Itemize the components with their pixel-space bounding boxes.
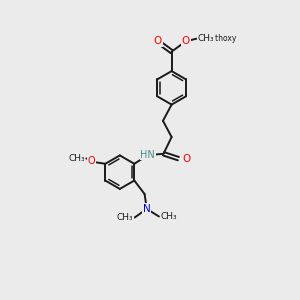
Text: CH₃: CH₃ xyxy=(68,154,85,163)
Text: CH₃: CH₃ xyxy=(160,212,177,221)
Text: O: O xyxy=(182,154,191,164)
Text: HN: HN xyxy=(140,150,155,160)
Text: methoxy: methoxy xyxy=(203,34,237,43)
Text: CH₃: CH₃ xyxy=(117,213,133,222)
Text: O: O xyxy=(182,36,190,46)
Text: O: O xyxy=(153,36,162,46)
Text: N: N xyxy=(143,204,151,214)
Text: CH₃: CH₃ xyxy=(198,34,214,43)
Text: O: O xyxy=(87,156,95,166)
